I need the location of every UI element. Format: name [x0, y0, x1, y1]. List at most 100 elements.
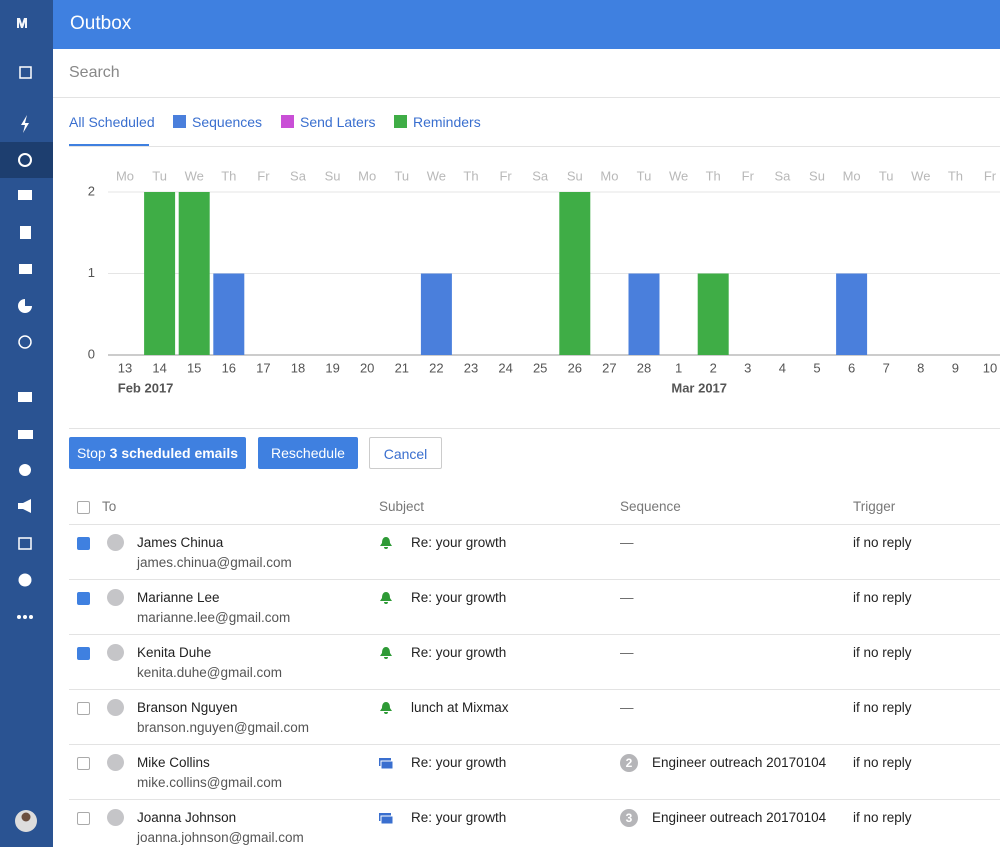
sidebar	[0, 0, 53, 847]
sequence-name: —	[620, 535, 634, 550]
subject: Re: your growth	[411, 755, 507, 770]
weekday-label: Th	[463, 168, 478, 183]
bell	[380, 702, 392, 714]
weekday-label: Tu	[394, 168, 409, 183]
x-tick-label: 2	[710, 360, 717, 375]
legend-item[interactable]: Send Laters	[281, 114, 376, 130]
legend-item[interactable]: Reminders	[394, 114, 481, 130]
weekday-label: We	[427, 168, 446, 183]
x-tick-label: 23	[464, 360, 478, 375]
bar	[213, 273, 245, 355]
subject: lunch at Mixmax	[411, 700, 509, 715]
cancel-button[interactable]: Cancel	[369, 437, 442, 469]
x-tick-label: 26	[568, 360, 582, 375]
weekday-label: Fr	[984, 168, 997, 183]
x-tick-label: 13	[118, 360, 132, 375]
row-checkbox[interactable]	[77, 702, 90, 715]
weekday-label: Su	[325, 168, 341, 183]
avatar	[107, 644, 124, 661]
recipient-name: Branson Nguyen	[137, 700, 238, 715]
subject: Re: your growth	[411, 535, 507, 550]
x-tick-label: 21	[395, 360, 409, 375]
reminder-icon	[380, 647, 392, 659]
search-input[interactable]: Search	[69, 64, 120, 81]
bar	[836, 273, 868, 355]
tab-all[interactable]: All Scheduled	[69, 114, 155, 130]
trigger: if no reply	[853, 700, 912, 715]
x-tick-label: 24	[498, 360, 512, 375]
x-tick-label: 6	[848, 360, 855, 375]
avatar	[107, 589, 124, 606]
tab-underline	[69, 144, 149, 146]
weekday-label: Tu	[879, 168, 894, 183]
sequence-name: —	[620, 645, 634, 660]
x-tick-label: 10	[983, 360, 997, 375]
x-tick-label: 9	[952, 360, 959, 375]
y-tick-label: 0	[88, 346, 95, 361]
x-tick-label: 27	[602, 360, 616, 375]
recipient-email: james.chinua@gmail.com	[137, 555, 292, 570]
x-tick-label: 3	[744, 360, 751, 375]
x-tick-label: 15	[187, 360, 201, 375]
weekday-label: Sa	[532, 168, 549, 183]
weekday-label: We	[185, 168, 204, 183]
x-tick-label: 4	[779, 360, 786, 375]
x-tick-label: 14	[152, 360, 166, 375]
select-all-checkbox[interactable]	[77, 501, 90, 514]
x-tick-label: 28	[637, 360, 651, 375]
stop-button[interactable]: Stop 3 scheduled emails	[69, 437, 246, 469]
page-title: Outbox	[70, 13, 132, 34]
weekday-label: Tu	[637, 168, 652, 183]
recipient-email: joanna.johnson@gmail.com	[137, 830, 304, 845]
weekday-label: We	[669, 168, 688, 183]
trigger: if no reply	[853, 810, 912, 825]
x-tick-label: 8	[917, 360, 924, 375]
row-checkbox[interactable]	[77, 537, 90, 550]
divider	[69, 744, 1000, 745]
x-tick-label: 16	[222, 360, 236, 375]
divider	[69, 689, 1000, 690]
bar	[144, 192, 176, 355]
recipient-email: kenita.duhe@gmail.com	[137, 665, 283, 680]
row-checkbox[interactable]	[77, 757, 90, 770]
sequence-name: —	[620, 590, 634, 605]
x-tick-label: 7	[883, 360, 890, 375]
column-header: Trigger	[853, 499, 896, 514]
weekday-label: Fr	[499, 168, 512, 183]
weekday-label: Sa	[290, 168, 307, 183]
divider	[69, 524, 1000, 525]
weekday-label: Mo	[116, 168, 134, 183]
trigger: if no reply	[853, 755, 912, 770]
trigger: if no reply	[853, 645, 912, 660]
x-tick-label: 19	[325, 360, 339, 375]
subject: Re: your growth	[411, 590, 507, 605]
row-checkbox[interactable]	[77, 812, 90, 825]
envelope	[380, 760, 394, 770]
row-checkbox[interactable]	[77, 647, 90, 660]
recipient-name: James Chinua	[137, 535, 224, 550]
x-tick-label: 17	[256, 360, 270, 375]
bell	[380, 647, 392, 659]
y-tick-label: 1	[88, 265, 95, 280]
weekday-label: Fr	[257, 168, 270, 183]
reschedule-button[interactable]: Reschedule	[258, 437, 358, 469]
divider	[53, 97, 1000, 98]
stop-count: 3 scheduled emails	[109, 445, 239, 461]
recipient-email: branson.nguyen@gmail.com	[137, 720, 310, 735]
weekday-label: Th	[948, 168, 963, 183]
bar	[420, 273, 452, 355]
bell	[380, 592, 392, 604]
weekday-label: Mo	[358, 168, 376, 183]
bar	[559, 192, 591, 355]
x-tick-label: 1	[675, 360, 682, 375]
legend-label: Reminders	[413, 114, 481, 130]
legend-swatch	[173, 115, 186, 128]
sidebar-icons	[0, 18, 53, 832]
sequence-icon	[379, 758, 394, 770]
row-checkbox[interactable]	[77, 592, 90, 605]
envelope	[380, 815, 394, 825]
weekday-label: Su	[567, 168, 583, 183]
legend-item[interactable]: Sequences	[173, 114, 262, 130]
month-label: Mar 2017	[671, 380, 727, 395]
x-tick-label: 25	[533, 360, 547, 375]
